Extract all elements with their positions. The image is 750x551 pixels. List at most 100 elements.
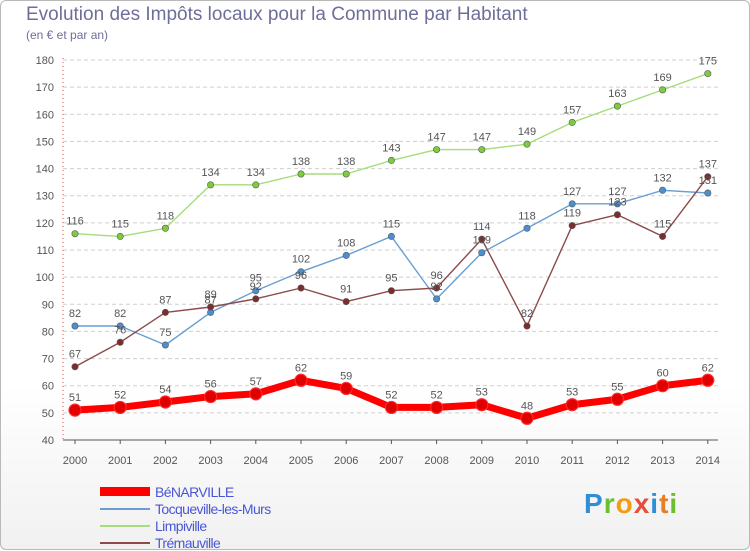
data-label: 137 [699, 159, 717, 171]
legend-item: Trémauville [100, 535, 360, 551]
logo-letter: x [633, 488, 651, 519]
y-tick-label: 70 [42, 354, 54, 366]
data-label: 147 [473, 132, 491, 144]
y-tick-label: 90 [42, 299, 54, 311]
data-point [478, 235, 486, 243]
data-label: 131 [699, 175, 717, 187]
data-point [387, 156, 395, 164]
data-point [249, 387, 263, 401]
data-label: 118 [518, 210, 536, 222]
data-point [339, 381, 353, 396]
data-point [161, 341, 169, 349]
x-tick-label-2014: 2014 [696, 455, 720, 467]
chart-title: Evolution des Impôts locaux pour la Comm… [26, 4, 528, 25]
logo-letter: r [603, 488, 616, 519]
data-point [384, 400, 398, 415]
logo-letter: t [659, 488, 670, 519]
data-point [71, 322, 79, 330]
data-label: 53 [476, 387, 488, 399]
x-tick-label-2009: 2009 [470, 455, 494, 467]
y-tick-label: 110 [36, 245, 54, 257]
data-label: 114 [473, 221, 491, 233]
data-label: 119 [563, 208, 581, 220]
data-label: 62 [295, 362, 307, 374]
logo-letter: o [615, 488, 634, 519]
legend-item: BéNARVILLE [100, 484, 360, 500]
data-point [704, 189, 712, 197]
x-tick-label-2008: 2008 [424, 455, 448, 467]
y-tick-label: 180 [36, 55, 54, 67]
data-point [613, 200, 621, 208]
data-label: 127 [608, 186, 626, 198]
data-label: 59 [340, 370, 352, 382]
data-label: 123 [608, 197, 626, 209]
data-point [116, 232, 124, 240]
data-point [478, 146, 486, 154]
data-label: 109 [473, 235, 491, 247]
data-label: 92 [430, 281, 442, 293]
data-label: 52 [385, 389, 397, 401]
legend-swatch [100, 525, 150, 527]
data-label: 175 [699, 56, 717, 68]
data-label: 127 [563, 186, 581, 198]
legend-item: Tocqueville-les-Murs [100, 501, 360, 517]
data-point [342, 170, 350, 178]
legend-item: Limpiville [100, 518, 360, 534]
data-label: 82 [521, 308, 533, 320]
data-point [659, 186, 667, 194]
y-tick-label: 100 [36, 272, 54, 284]
data-point [71, 230, 79, 238]
data-label: 102 [292, 254, 310, 266]
data-label: 82 [69, 308, 81, 320]
data-label: 118 [157, 210, 175, 222]
data-label: 82 [114, 308, 126, 320]
data-label: 115 [654, 218, 672, 230]
data-point [433, 295, 441, 303]
data-point [297, 284, 305, 292]
y-tick-label: 130 [36, 191, 54, 203]
legend-label: BéNARVILLE [155, 484, 234, 500]
legend-swatch [100, 508, 150, 510]
data-point [252, 181, 260, 189]
data-label: 89 [204, 289, 216, 301]
data-label: 92 [250, 281, 262, 293]
logo-letter: i [650, 488, 660, 519]
data-label: 138 [292, 156, 310, 168]
data-label: 51 [69, 392, 81, 404]
data-point [161, 308, 169, 316]
data-point [161, 224, 169, 232]
data-label: 149 [518, 126, 536, 138]
data-point [659, 232, 667, 240]
data-point [207, 303, 215, 311]
data-point [475, 398, 489, 412]
data-point [704, 70, 712, 78]
data-label: 116 [66, 216, 84, 228]
data-point [655, 379, 670, 393]
data-label: 62 [702, 362, 714, 374]
data-point [433, 146, 441, 154]
data-point [387, 232, 395, 240]
data-point [113, 400, 127, 415]
data-label: 55 [611, 381, 623, 393]
data-point [116, 338, 124, 346]
data-point [568, 200, 576, 208]
x-tick-label-2000: 2000 [63, 455, 87, 467]
x-tick-label-2011: 2011 [560, 455, 584, 467]
legend-label: Limpiville [155, 518, 207, 534]
data-point [704, 173, 712, 181]
x-tick-label-2012: 2012 [605, 455, 629, 467]
y-tick-label: 50 [42, 408, 54, 420]
data-label: 147 [427, 132, 445, 144]
data-point [342, 298, 350, 306]
data-point [523, 224, 531, 232]
data-point [613, 102, 621, 110]
data-point [610, 392, 625, 406]
data-point [71, 363, 79, 371]
data-point [478, 249, 486, 257]
data-point [701, 373, 715, 387]
data-label: 76 [114, 324, 126, 336]
y-tick-label: 170 [36, 82, 54, 94]
data-label: 48 [521, 400, 533, 412]
